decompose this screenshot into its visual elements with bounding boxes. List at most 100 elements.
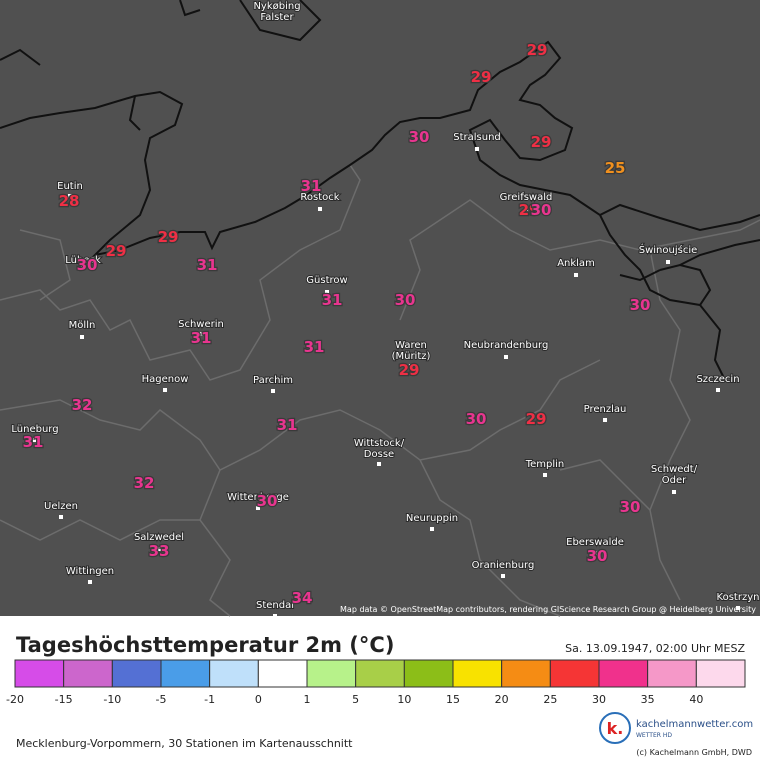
legend-tick-label: 35 (641, 693, 655, 706)
city-label: Waren (Müritz) (392, 340, 431, 362)
temperature-value: 31 (191, 329, 212, 347)
legend-tick-label: 40 (689, 693, 703, 706)
temperature-value: 29 (526, 410, 547, 428)
city-label: Parchim (253, 375, 293, 386)
legend-swatch (647, 659, 697, 688)
city-dot (524, 207, 528, 211)
legend-swatch (257, 659, 308, 688)
legend-swatch (160, 659, 211, 688)
city-dot (318, 207, 322, 211)
city-dot (256, 506, 260, 510)
city-label: Stendal (256, 600, 294, 611)
legend-swatch (63, 659, 113, 688)
map-background (0, 0, 760, 616)
legend-tick-label: 0 (255, 693, 262, 706)
city-label: Anklam (557, 258, 595, 269)
city-dot (33, 438, 37, 442)
city-dot (68, 194, 72, 198)
city-dot (163, 388, 167, 392)
city-label: Prenzlau (584, 404, 627, 415)
city-dot (88, 580, 92, 584)
brand-sub: WETTER HD (636, 732, 672, 739)
logo (599, 712, 631, 744)
city-label: Greifswald (500, 192, 553, 203)
city-dot (273, 614, 277, 618)
city-label: Schwedt/Oder (651, 464, 698, 486)
temperature-value: 30 (620, 498, 641, 516)
city-dot (377, 462, 381, 466)
legend-swatch (403, 659, 454, 688)
temperature-value: 29 (519, 201, 540, 219)
legend-tick-label: -15 (55, 693, 73, 706)
temperature-value: 28 (59, 192, 80, 210)
city-dot (574, 273, 578, 277)
logo-mark: k. (607, 719, 624, 738)
temperature-value: 29 (399, 361, 420, 379)
legend-swatch (111, 659, 162, 688)
temperature-value: 30 (466, 410, 487, 428)
legend-swatch (501, 659, 551, 688)
temperature-value: 29 (106, 242, 127, 260)
map-attribution: Map data © OpenStreetMap contributors, r… (340, 605, 756, 614)
temperature-value: 29 (471, 68, 492, 86)
legend: -20 -15 -10 -5 -1 0 1 5 10 15 20 25 30 35 40 (6, 659, 746, 706)
city-label: Oranienburg (472, 560, 535, 571)
temperature-value: 31 (277, 416, 298, 434)
legend-swatch (355, 659, 405, 688)
legend-tick-label: 30 (592, 693, 606, 706)
city-dot (80, 335, 84, 339)
temperature-value: 31 (322, 291, 343, 309)
city-label: Salzwedel (134, 532, 184, 543)
temperature-value: 30 (77, 256, 98, 274)
city-label: Uelzen (44, 501, 78, 512)
temperature-value: 32 (134, 474, 155, 492)
city-dot (475, 147, 479, 151)
city-label: Wittingen (66, 566, 114, 577)
temperature-value: 30 (395, 291, 416, 309)
legend-swatch (306, 659, 357, 688)
temperature-value: 33 (149, 542, 170, 560)
city-label: Świnoujście (639, 243, 698, 256)
temperature-value: 30 (587, 547, 608, 565)
city-dot (672, 490, 676, 494)
city-dot (736, 606, 740, 610)
legend-tick-label: 5 (352, 693, 359, 706)
temperature-value: 29 (531, 133, 552, 151)
legend-tick-label: -1 (204, 693, 215, 706)
legend-tick-label: -10 (103, 693, 121, 706)
footer-note: Mecklenburg-Vorpommern, 30 Stationen im … (16, 737, 353, 750)
temperature-value: 31 (304, 338, 325, 356)
temperature-value: 31 (301, 177, 322, 195)
legend-date: Sa. 13.09.1947, 02:00 Uhr MESZ (565, 642, 745, 655)
legend-swatch (598, 659, 649, 688)
city-dot (504, 355, 508, 359)
city-label: Kostrzyn (717, 592, 760, 603)
city-label: Eutin (57, 181, 83, 192)
temperature-value: 25 (605, 159, 626, 177)
legend-tick-label: 15 (446, 693, 460, 706)
city-dot (409, 364, 413, 368)
city-dot (325, 290, 329, 294)
temperature-value: 30 (531, 201, 552, 219)
legend-swatch (549, 659, 600, 688)
coastline (0, 0, 760, 381)
city-label: Rostock (300, 192, 339, 203)
city-dot (501, 574, 505, 578)
legend-swatch (209, 659, 259, 688)
city-label: Neubrandenburg (464, 340, 549, 351)
copyright: (c) Kachelmann GmbH, DWD (636, 748, 752, 757)
city-label: Neuruppin (406, 513, 458, 524)
city-label: Lübeck (65, 255, 101, 266)
city-label: Wittenberge (227, 492, 289, 503)
city-label: Schwerin (178, 319, 224, 330)
temperature-value: 29 (527, 41, 548, 59)
legend-tick-label: 20 (495, 693, 509, 706)
brand: kachelmannwetter.com (636, 719, 753, 730)
legend-tick-label: -20 (6, 693, 24, 706)
city-label: Güstrow (306, 275, 347, 286)
city-dot (430, 527, 434, 531)
temperature-value: 29 (158, 228, 179, 246)
temperature-value: 31 (197, 256, 218, 274)
borders (0, 164, 760, 617)
